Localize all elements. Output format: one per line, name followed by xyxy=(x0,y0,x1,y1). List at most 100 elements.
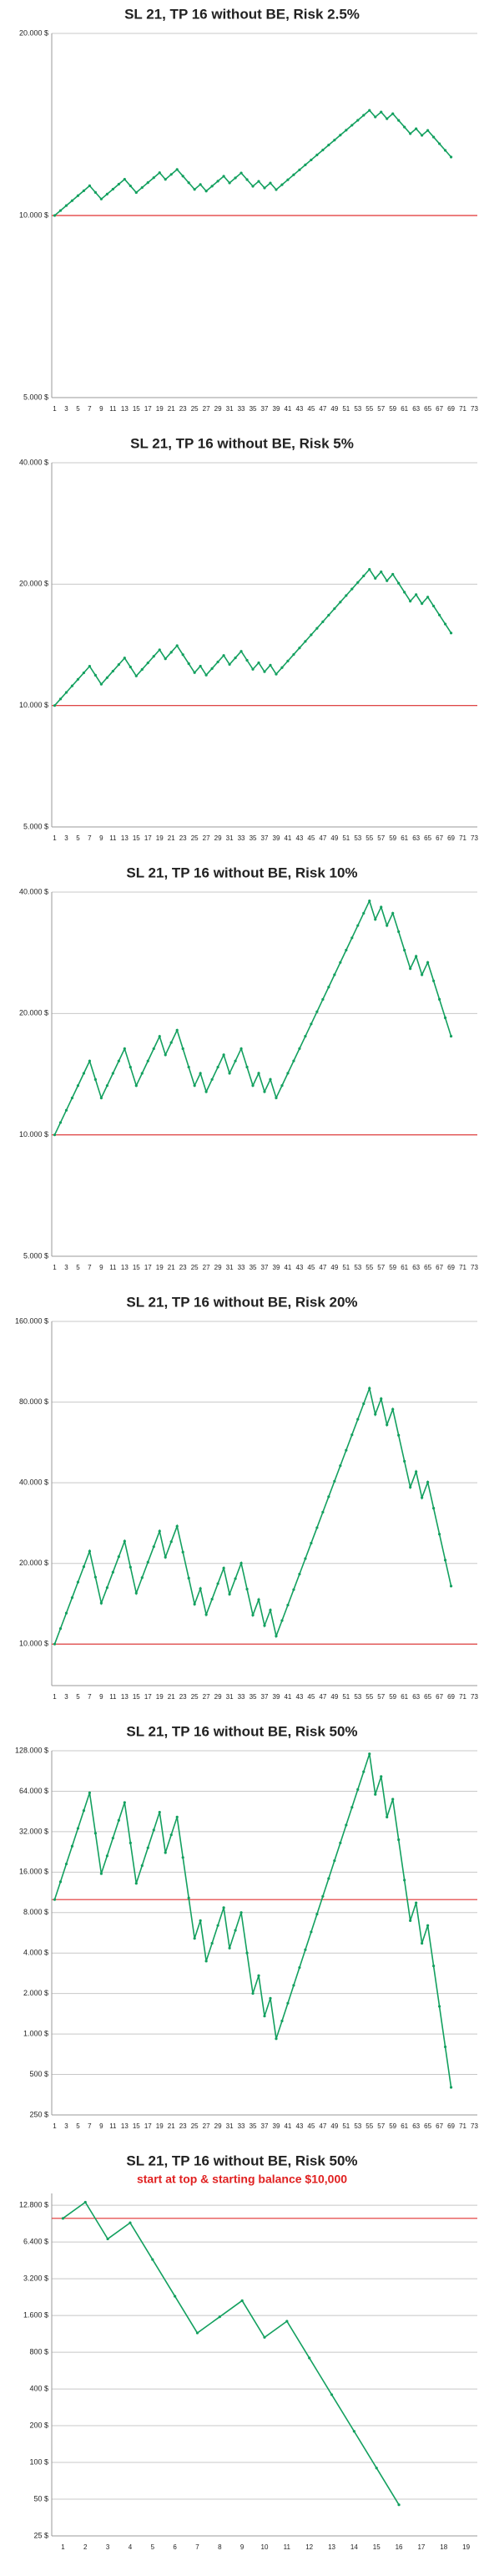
x-tick-label: 1 xyxy=(53,405,57,413)
point xyxy=(292,1588,295,1591)
y-tick-label: 128.000 $ xyxy=(15,1746,48,1754)
point xyxy=(174,2295,177,2298)
x-tick-label: 47 xyxy=(319,405,326,413)
point xyxy=(333,139,336,142)
x-tick-label: 67 xyxy=(436,2122,443,2130)
point xyxy=(327,1877,330,1880)
point xyxy=(449,1034,453,1038)
point xyxy=(310,633,313,636)
line xyxy=(53,109,452,216)
x-tick-label: 65 xyxy=(424,834,431,842)
point xyxy=(134,1882,138,1885)
x-tick-label: 37 xyxy=(261,405,269,413)
x-tick-label: 71 xyxy=(459,1693,466,1701)
point xyxy=(146,1059,149,1062)
y-tick-label: 64.000 $ xyxy=(19,1787,48,1795)
point xyxy=(239,171,243,175)
point xyxy=(310,1930,313,1934)
point xyxy=(286,178,290,181)
x-tick-label: 23 xyxy=(179,1693,187,1701)
x-tick-label: 43 xyxy=(295,2122,303,2130)
x-tick-label: 13 xyxy=(121,1693,129,1701)
point xyxy=(269,1996,272,2000)
point xyxy=(275,1096,278,1099)
point xyxy=(76,1827,80,1830)
y-tick-label: 20.000 $ xyxy=(19,1559,48,1567)
x-tick-label: 39 xyxy=(273,834,280,842)
x-tick-label: 57 xyxy=(377,1693,385,1701)
y-tick-label: 10.000 $ xyxy=(19,1640,48,1648)
point xyxy=(218,2315,221,2319)
point xyxy=(275,672,278,676)
x-tick-label: 9 xyxy=(99,1264,103,1271)
point xyxy=(129,184,132,188)
point xyxy=(339,134,342,137)
x-tick-label: 71 xyxy=(459,834,466,842)
x-tick-label: 45 xyxy=(307,1264,315,1271)
y-tick-label: 6.400 $ xyxy=(23,2238,48,2246)
point xyxy=(251,185,255,188)
point xyxy=(152,176,155,180)
x-tick-label: 19 xyxy=(156,1264,164,1271)
x-tick-label: 55 xyxy=(366,405,373,413)
x-tick-label: 10 xyxy=(261,2543,269,2551)
y-tick-label: 20.000 $ xyxy=(19,580,48,588)
x-tick-label: 71 xyxy=(459,1264,466,1271)
point xyxy=(286,2001,290,2005)
x-tick-label: 47 xyxy=(319,1693,326,1701)
point xyxy=(164,1851,167,1854)
x-tick-label: 17 xyxy=(144,1693,152,1701)
point xyxy=(386,924,389,927)
point xyxy=(375,2467,378,2470)
x-tick-label: 9 xyxy=(99,1693,103,1701)
x-tick-label: 13 xyxy=(328,2543,335,2551)
point xyxy=(169,651,173,654)
point xyxy=(76,1084,80,1088)
point xyxy=(239,1047,243,1051)
x-tick-label: 15 xyxy=(133,834,140,842)
point xyxy=(380,110,383,114)
point xyxy=(409,1485,412,1489)
point xyxy=(368,899,371,903)
point xyxy=(432,135,436,139)
point xyxy=(181,1856,184,1859)
point xyxy=(204,1090,208,1093)
point xyxy=(239,650,243,653)
point xyxy=(123,177,126,181)
x-tick-label: 55 xyxy=(366,1264,373,1271)
point xyxy=(88,1549,92,1553)
x-tick-label: 19 xyxy=(156,1693,164,1701)
chart-title: SL 21, TP 16 without BE, Risk 2.5% xyxy=(124,6,360,22)
point xyxy=(53,1898,57,1901)
point xyxy=(152,1828,155,1832)
point xyxy=(216,1924,219,1927)
x-tick-label: 21 xyxy=(168,2122,175,2130)
line xyxy=(53,1386,452,1645)
x-tick-label: 35 xyxy=(250,1264,257,1271)
point xyxy=(386,1815,389,1818)
point xyxy=(222,654,225,657)
point xyxy=(245,1065,249,1069)
point xyxy=(175,168,179,171)
point xyxy=(368,109,371,112)
point xyxy=(88,184,92,187)
point xyxy=(304,1035,307,1038)
point xyxy=(234,176,237,180)
x-tick-label: 3 xyxy=(64,405,68,413)
line xyxy=(53,899,452,1136)
point xyxy=(82,1565,86,1569)
point xyxy=(380,1397,383,1401)
x-tick-label: 33 xyxy=(238,1693,245,1701)
point xyxy=(193,671,196,674)
x-tick-label: 14 xyxy=(350,2543,358,2551)
x-tick-label: 61 xyxy=(401,1693,408,1701)
x-tick-label: 73 xyxy=(471,1693,478,1701)
x-tick-label: 9 xyxy=(99,2122,103,2130)
point xyxy=(129,1066,132,1069)
point xyxy=(368,1752,371,1756)
point xyxy=(140,667,144,672)
point xyxy=(333,1859,336,1863)
x-tick-label: 5 xyxy=(151,2543,155,2551)
point xyxy=(437,613,441,616)
